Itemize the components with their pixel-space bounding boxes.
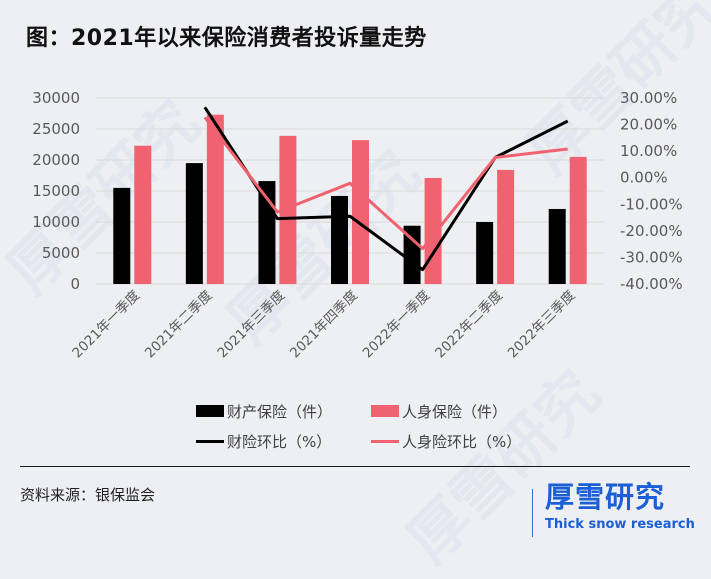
brand-name-en: Thick snow research <box>545 517 695 532</box>
legend-label: 人身保险（件） <box>402 402 508 421</box>
left-y-axis: 30000 25000 20000 15000 10000 5000 0 <box>32 89 80 293</box>
legend-swatch-bar <box>371 405 399 417</box>
brand-name-cn: 厚雪研究 <box>545 480 666 514</box>
left-axis-tick: 10000 <box>32 213 80 231</box>
legend-label: 财险环比（%） <box>227 432 332 451</box>
chart-title: 图：2021年以来保险消费者投诉量走势 <box>26 26 427 51</box>
left-axis-tick: 15000 <box>32 182 80 200</box>
line-series-path <box>203 116 568 251</box>
right-axis-tick: 20.00% <box>620 116 677 134</box>
x-axis-category-label: 2022年三季度 <box>505 288 579 362</box>
chart-plot: 30000 25000 20000 15000 10000 5000 0 30.00% 20.… <box>32 89 683 362</box>
legend-swatch-bar <box>196 405 224 417</box>
bar <box>331 195 348 284</box>
legend-label: 人身险环比（%） <box>402 432 522 451</box>
x-axis-category-label: 2021年一季度 <box>69 288 143 362</box>
right-axis-tick: 0.00% <box>620 169 668 187</box>
bar-series <box>113 114 587 285</box>
x-axis-category-label: 2022年二季度 <box>432 288 506 362</box>
right-y-axis: 30.00% 20.00% 10.00% 0.00% -10.00% -20.00% -30… <box>620 89 683 293</box>
right-axis-tick: -40.00% <box>620 275 683 293</box>
line-series <box>203 106 569 272</box>
bar <box>134 145 152 284</box>
right-axis-tick: -20.00% <box>620 222 683 240</box>
footer-divider <box>20 466 690 467</box>
legend: 财产保险（件） 人身保险（件） 财险环比（%） 人身险环比（%） <box>196 396 556 456</box>
right-axis-tick: 30.00% <box>620 89 677 107</box>
left-axis-tick: 0 <box>70 275 80 293</box>
bar <box>113 187 131 284</box>
legend-item-life-insurance: 人身保险（件） <box>371 401 536 422</box>
legend-swatch-line <box>371 439 399 443</box>
gridlines <box>96 97 604 285</box>
brand-logo: 厚雪研究 Thick snow research <box>545 480 695 534</box>
bar <box>403 225 421 284</box>
legend-item-property-qoq: 财险环比（%） <box>196 431 361 452</box>
x-axis-category-label: 2021年二季度 <box>142 288 216 362</box>
source-note: 资料来源：银保监会 <box>20 486 156 504</box>
bar <box>206 114 224 285</box>
left-axis-tick: 5000 <box>42 244 80 262</box>
legend-label: 财产保险（件） <box>227 402 333 421</box>
x-axis-category-label: 2021年三季度 <box>214 288 288 362</box>
bar <box>569 156 587 284</box>
left-axis-tick: 20000 <box>32 151 80 169</box>
bar <box>279 135 297 284</box>
bar <box>352 140 369 284</box>
x-axis-category-label: 2022年一季度 <box>360 288 434 362</box>
right-axis-tick: 10.00% <box>620 142 677 160</box>
bar <box>548 208 566 284</box>
left-axis-tick: 30000 <box>32 89 80 107</box>
x-axis-categories: 2021年一季度2021年二季度2021年三季度2021年四季度2022年一季度… <box>69 288 578 362</box>
bar <box>185 163 203 284</box>
bar <box>497 169 515 284</box>
brand-separator <box>532 489 533 537</box>
line-series-path <box>203 106 569 272</box>
bar <box>476 222 494 284</box>
right-axis-tick: -10.00% <box>620 195 683 213</box>
legend-item-life-qoq: 人身险环比（%） <box>371 431 536 452</box>
legend-swatch-line <box>196 439 224 443</box>
x-axis-category-label: 2021年四季度 <box>287 288 361 362</box>
right-axis-tick: -30.00% <box>620 248 683 266</box>
left-axis-tick: 25000 <box>32 120 80 138</box>
bar <box>424 177 442 284</box>
legend-item-property-insurance: 财产保险（件） <box>196 401 361 422</box>
